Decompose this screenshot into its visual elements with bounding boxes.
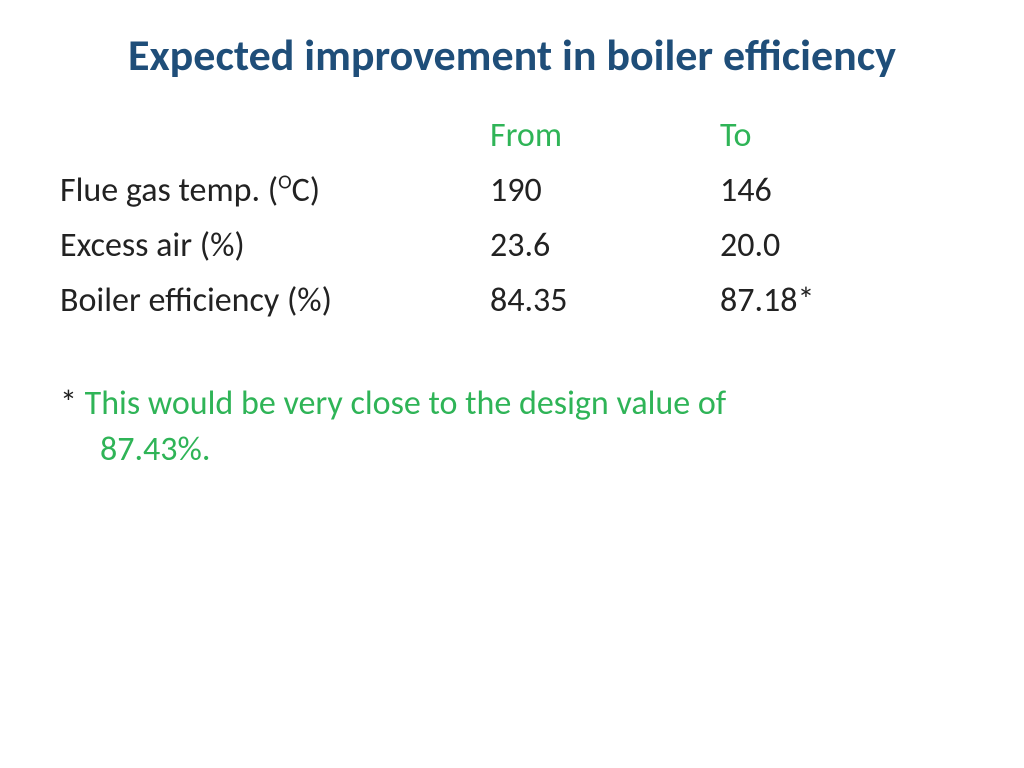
- row-label: Boiler efficiency (%): [60, 276, 490, 325]
- footnote: * This would be very close to the design…: [60, 381, 964, 473]
- slide-title: Expected improvement in boiler efficienc…: [60, 30, 964, 81]
- footnote-asterisk: *: [60, 383, 85, 424]
- cell-from: 84.35: [490, 276, 720, 325]
- data-table: From To Flue gas temp. (OC) 190 146 Exce…: [60, 111, 964, 326]
- label-pre: Flue gas temp. (: [60, 170, 278, 211]
- cell-from: 23.6: [490, 221, 720, 270]
- label-sup: O: [278, 171, 292, 195]
- header-empty: [60, 111, 490, 160]
- footnote-line1: This would be very close to the design v…: [85, 383, 727, 424]
- label-pre: Boiler efficiency (%): [60, 280, 332, 321]
- cell-to: 146: [720, 166, 920, 215]
- row-label: Excess air (%): [60, 221, 490, 270]
- cell-to: 87.18*: [720, 276, 920, 325]
- label-pre: Excess air (%): [60, 225, 245, 266]
- footnote-line2: 87.43%.: [60, 427, 964, 473]
- header-from: From: [490, 111, 720, 160]
- content-area: From To Flue gas temp. (OC) 190 146 Exce…: [60, 111, 964, 473]
- header-to: To: [720, 111, 920, 160]
- label-post: C): [292, 170, 320, 211]
- cell-from: 190: [490, 166, 720, 215]
- cell-to: 20.0: [720, 221, 920, 270]
- row-label: Flue gas temp. (OC): [60, 166, 490, 215]
